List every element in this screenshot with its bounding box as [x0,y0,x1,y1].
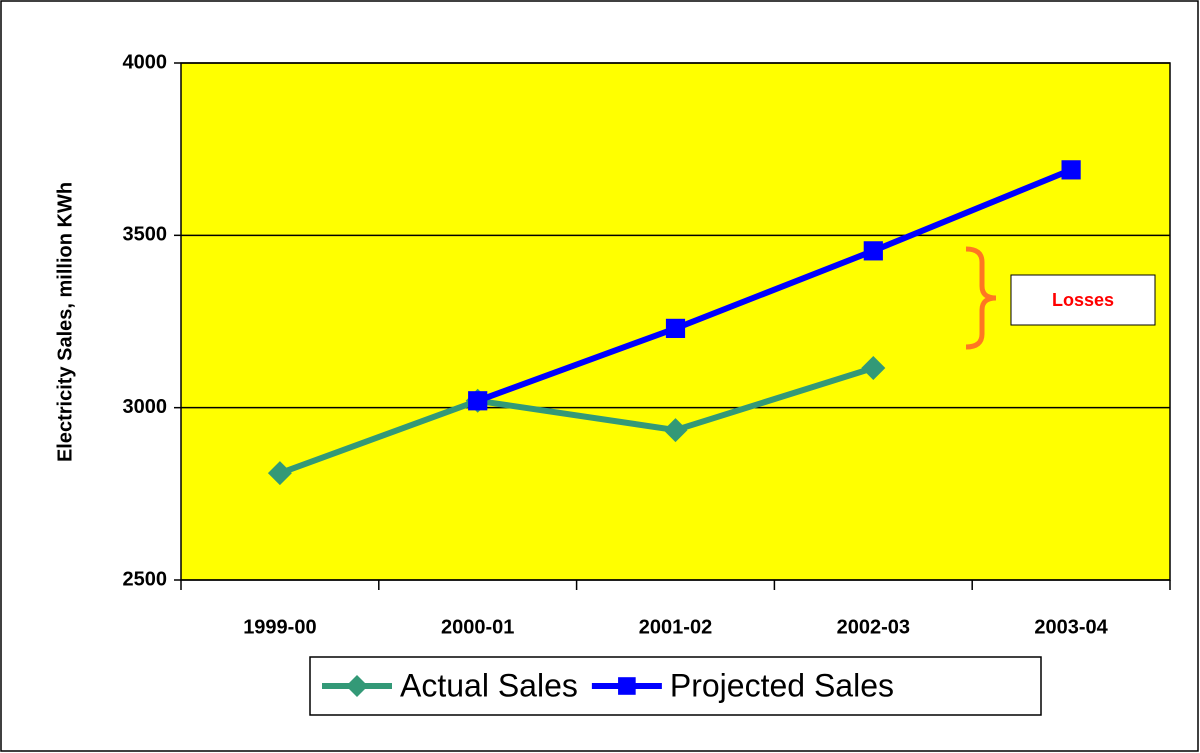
x-tick-label: 2002-03 [837,616,910,638]
losses-brace [965,246,997,350]
legend-label: Projected Sales [670,667,894,703]
y-axis-label: Electricity Sales, million KWh [54,182,76,462]
series-line [278,365,875,476]
legend-marker [618,677,636,695]
legend-marker [346,675,368,697]
series-line [476,167,1073,404]
x-tick-label: 2000-01 [441,616,514,638]
y-tick-label: 4000 [123,51,168,73]
data-point [1061,160,1081,180]
y-tick-label: 3500 [123,224,168,246]
annotation: Losses [1052,290,1114,310]
legend-label: Actual Sales [400,667,578,703]
data-point [468,391,488,411]
annotation-box [1010,274,1156,326]
x-tick-label: 2001-02 [639,616,712,638]
data-point [663,418,688,443]
y-tick-label: 2500 [123,568,168,590]
y-tick-label: 3000 [123,396,168,418]
data-point [863,241,883,261]
data-point [665,318,686,338]
data-point [267,461,292,486]
data-point [861,356,886,381]
x-tick-label: 1999-00 [243,616,316,638]
x-tick-label: 2003-04 [1034,616,1108,638]
legend [309,656,1042,716]
